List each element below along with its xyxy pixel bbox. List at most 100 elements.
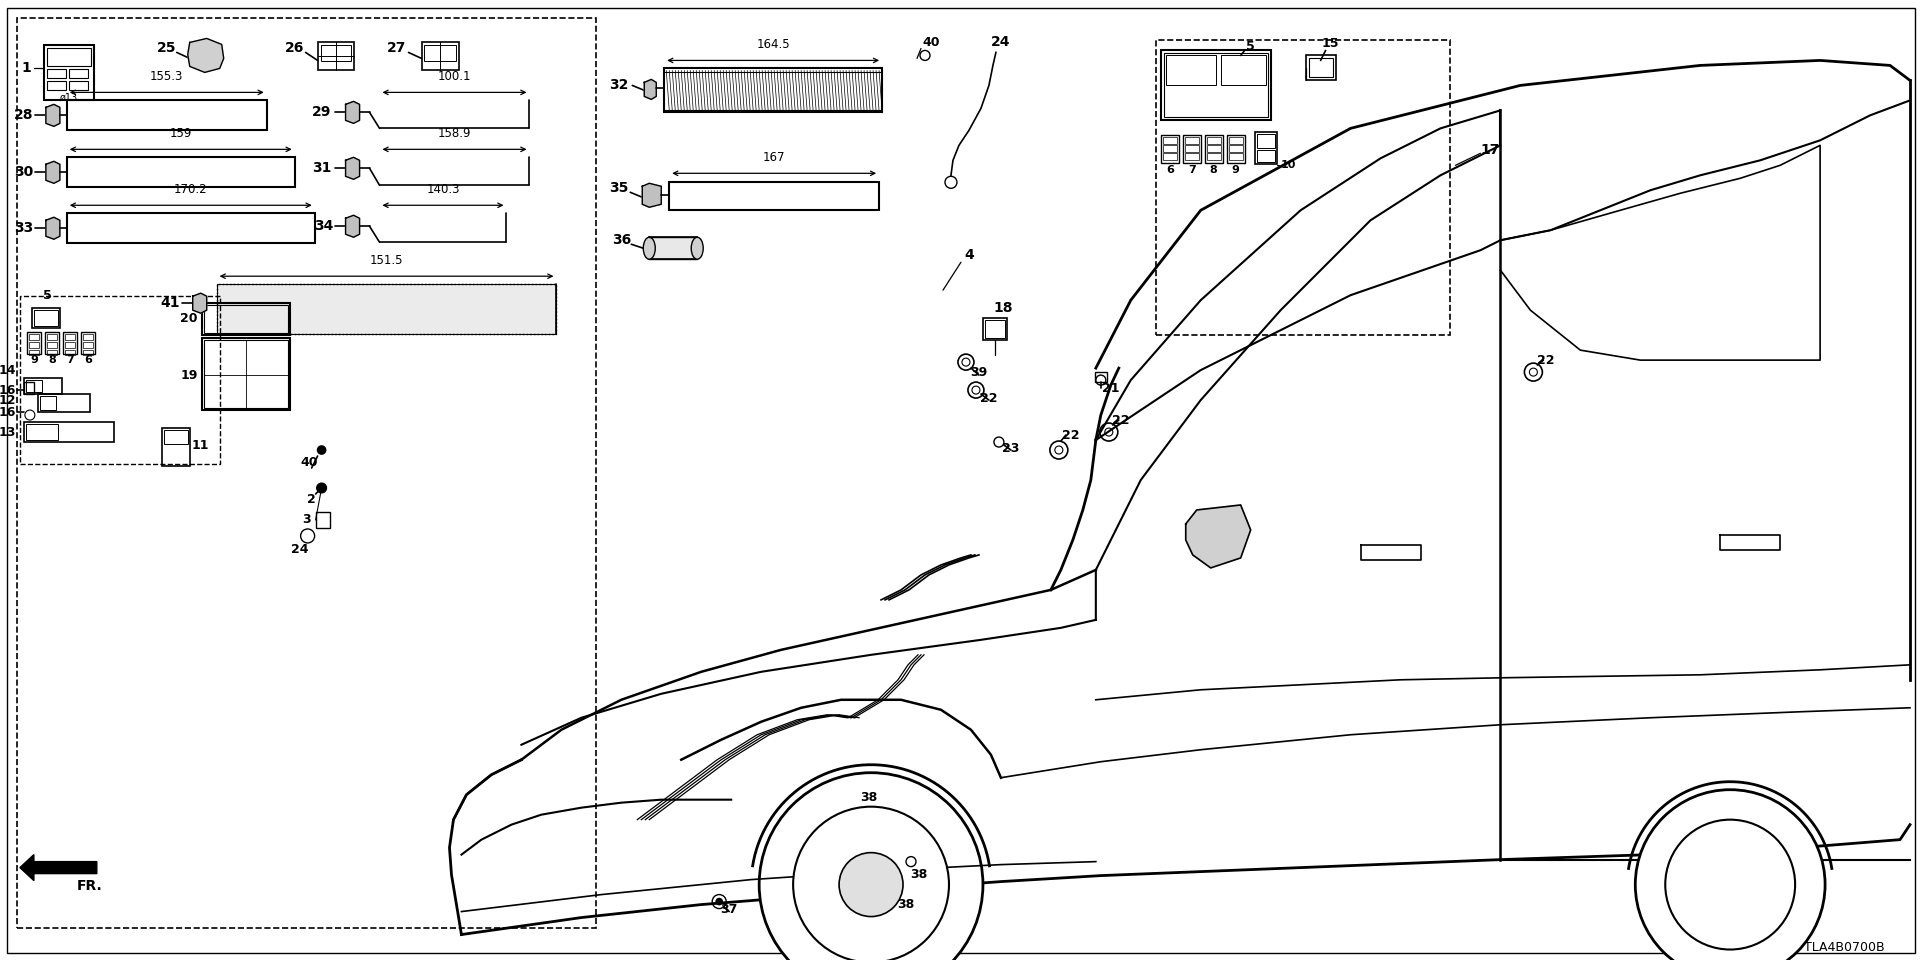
Bar xyxy=(217,284,557,334)
Bar xyxy=(65,350,75,355)
Polygon shape xyxy=(19,854,96,880)
Polygon shape xyxy=(346,157,359,180)
Bar xyxy=(1165,56,1215,85)
Text: 18: 18 xyxy=(993,301,1012,315)
Bar xyxy=(17,18,597,927)
Bar xyxy=(1156,40,1450,335)
Bar xyxy=(25,380,42,392)
Text: 15: 15 xyxy=(1321,36,1340,50)
Bar xyxy=(985,321,1004,338)
Bar xyxy=(1221,56,1265,85)
Text: 22: 22 xyxy=(1536,353,1553,367)
Bar xyxy=(1206,154,1221,160)
Bar xyxy=(1185,154,1198,160)
Bar xyxy=(69,69,88,79)
Circle shape xyxy=(1665,820,1795,949)
Bar xyxy=(983,318,1006,340)
Bar xyxy=(44,45,94,101)
Text: 33: 33 xyxy=(13,221,33,235)
Bar xyxy=(65,334,75,340)
Bar xyxy=(67,157,294,187)
Text: 38: 38 xyxy=(897,898,914,911)
Bar xyxy=(38,395,90,412)
Bar xyxy=(35,310,58,326)
Bar xyxy=(1183,135,1200,163)
Text: 30: 30 xyxy=(13,165,33,180)
Text: 19: 19 xyxy=(180,369,198,382)
Text: 12: 12 xyxy=(0,394,15,407)
Bar xyxy=(887,887,899,897)
Bar xyxy=(83,342,92,348)
Bar xyxy=(1164,154,1177,160)
Text: 5: 5 xyxy=(44,289,52,301)
Bar xyxy=(33,308,60,328)
Text: 2: 2 xyxy=(307,493,317,507)
Bar xyxy=(424,45,457,61)
Bar xyxy=(163,430,188,444)
Bar xyxy=(29,350,38,355)
Text: 100.1: 100.1 xyxy=(438,70,470,84)
Bar xyxy=(1185,145,1198,153)
Bar xyxy=(46,82,65,90)
Polygon shape xyxy=(346,215,359,237)
Bar xyxy=(649,237,697,259)
Bar xyxy=(1185,137,1198,144)
Polygon shape xyxy=(46,217,60,239)
Bar xyxy=(1229,154,1242,160)
Bar xyxy=(202,338,290,410)
Bar xyxy=(1162,51,1271,120)
Bar xyxy=(670,182,879,210)
Text: 26: 26 xyxy=(284,41,303,56)
Bar xyxy=(1229,145,1242,153)
Text: 164.5: 164.5 xyxy=(756,38,789,52)
Circle shape xyxy=(839,852,902,917)
Text: 21: 21 xyxy=(1102,381,1119,395)
Bar xyxy=(422,42,459,70)
Text: 6: 6 xyxy=(1165,165,1173,176)
Bar xyxy=(315,512,330,528)
Polygon shape xyxy=(643,183,660,207)
Text: 40: 40 xyxy=(922,36,939,49)
Text: 16: 16 xyxy=(0,405,15,419)
Bar xyxy=(161,428,190,466)
Text: 155.3: 155.3 xyxy=(150,70,184,84)
Bar xyxy=(1206,145,1221,153)
Text: 17: 17 xyxy=(1480,143,1500,157)
Text: 8: 8 xyxy=(48,355,56,365)
Text: 4: 4 xyxy=(964,249,973,262)
Polygon shape xyxy=(46,161,60,183)
Circle shape xyxy=(793,806,948,960)
Bar xyxy=(1227,135,1244,163)
Text: 22: 22 xyxy=(1112,414,1129,426)
Circle shape xyxy=(1636,790,1826,960)
Text: 151.5: 151.5 xyxy=(371,254,403,267)
Bar xyxy=(65,342,75,348)
Text: 167: 167 xyxy=(762,152,785,164)
Bar xyxy=(29,342,38,348)
Text: 7: 7 xyxy=(1188,165,1196,176)
Text: 41: 41 xyxy=(159,297,179,310)
Text: 35: 35 xyxy=(611,181,630,195)
Bar xyxy=(29,334,38,340)
Circle shape xyxy=(716,899,722,904)
Ellipse shape xyxy=(643,237,655,259)
Text: 37: 37 xyxy=(720,903,737,916)
Polygon shape xyxy=(1187,505,1250,568)
Text: 1: 1 xyxy=(21,61,31,76)
Text: 40: 40 xyxy=(301,455,319,468)
Text: 22: 22 xyxy=(1062,428,1079,442)
Ellipse shape xyxy=(691,237,703,259)
Text: 3: 3 xyxy=(301,514,311,526)
Circle shape xyxy=(317,446,326,454)
Bar xyxy=(204,340,288,408)
Text: 14: 14 xyxy=(0,364,15,376)
Bar xyxy=(1309,59,1332,78)
Text: 158.9: 158.9 xyxy=(438,128,470,140)
Circle shape xyxy=(317,483,326,493)
Bar xyxy=(904,853,918,864)
Bar xyxy=(69,82,88,90)
Bar xyxy=(27,332,40,354)
Bar xyxy=(217,284,557,334)
Text: 20: 20 xyxy=(180,312,198,324)
Bar xyxy=(46,48,90,66)
